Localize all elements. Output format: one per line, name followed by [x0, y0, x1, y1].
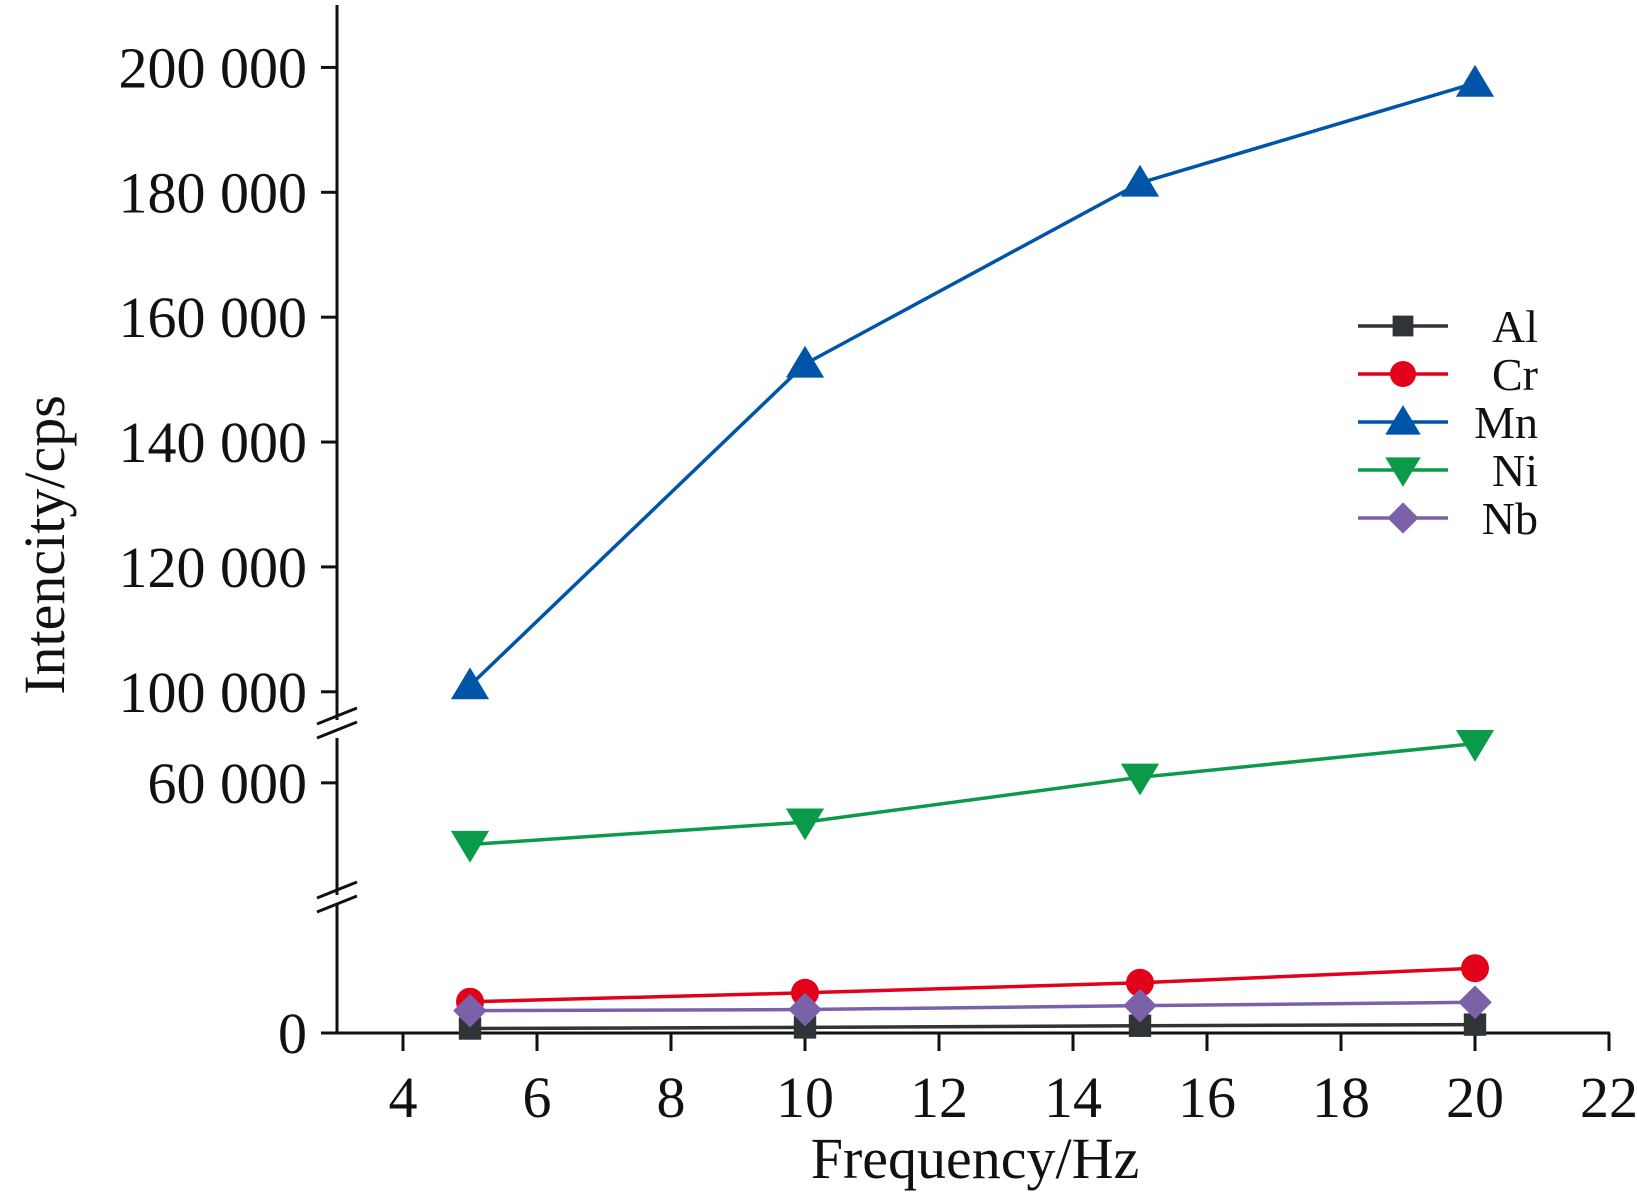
data-point-mn [450, 667, 490, 700]
x-tick-label: 6 [523, 1065, 552, 1130]
series-cr [456, 954, 1489, 1016]
data-point-nb [788, 992, 822, 1027]
series-line-nb [469, 1000, 1476, 1013]
legend-entry-al: Al [1358, 301, 1538, 352]
legend-label-al: Al [1492, 301, 1538, 352]
data-point-al [458, 1017, 482, 1040]
series-al [458, 1013, 1487, 1040]
series-line-al [469, 1022, 1476, 1031]
series-nb [453, 985, 1492, 1028]
x-tick-label: 16 [1178, 1065, 1236, 1130]
y-tick-label: 0 [278, 1001, 307, 1066]
x-tick-label: 22 [1580, 1065, 1637, 1130]
legend-marker-nb [1387, 502, 1419, 534]
data-point-al [1128, 1014, 1152, 1037]
axis-break-mark [316, 894, 358, 914]
data-point-mn [785, 345, 825, 378]
y-tick-label: 120 000 [119, 535, 308, 600]
x-tick-label: 14 [1044, 1065, 1102, 1130]
y-axis: 0 60 000 100 000 120 000 140 000 160 000 180 0… [119, 5, 358, 1066]
y-axis-title: Intencity/cps [12, 395, 77, 695]
series-line-mn [468, 81, 1476, 687]
x-tick-label: 10 [776, 1065, 834, 1130]
data-point-nb [1123, 988, 1157, 1023]
series-line-cr [469, 966, 1476, 1004]
x-tick-label: 12 [910, 1065, 968, 1130]
y-tick-label: 160 000 [119, 285, 308, 350]
y-tick-label: 100 000 [119, 660, 308, 725]
legend-entry-ni: Ni [1358, 445, 1538, 496]
axis-break-mark [316, 706, 358, 726]
legend-marker-ni [1385, 457, 1421, 487]
data-point-mn [1455, 64, 1495, 97]
x-tick-label: 8 [657, 1065, 686, 1130]
axis-break-mark [316, 720, 358, 740]
x-tick-label: 20 [1446, 1065, 1504, 1130]
data-point-al [1463, 1013, 1487, 1036]
data-point-nb [453, 993, 487, 1028]
data-point-al [793, 1016, 817, 1039]
data-point-nb [1458, 985, 1492, 1020]
legend-label-cr: Cr [1492, 349, 1538, 400]
x-tick-label: 4 [389, 1065, 418, 1130]
x-axis: 4 6 8 10 12 14 16 18 20 22 [337, 1031, 1637, 1130]
data-point-cr [1461, 954, 1489, 983]
legend-entry-cr: Cr [1358, 349, 1538, 400]
data-point-mn [1120, 164, 1160, 197]
x-tick-label: 18 [1312, 1065, 1370, 1130]
legend-label-mn: Mn [1474, 397, 1538, 448]
y-tick-label: 60 000 [148, 751, 308, 816]
legend-entry-nb: Nb [1358, 493, 1538, 544]
axis-break-mark [316, 880, 358, 900]
y-tick-label: 200 000 [119, 35, 308, 100]
legend-marker-cr [1390, 361, 1416, 387]
series-layer [450, 64, 1495, 1040]
x-axis-title: Frequency/Hz [811, 1126, 1140, 1191]
data-point-ni [450, 830, 490, 863]
legend-marker-mn [1385, 405, 1421, 435]
y-tick-label: 180 000 [119, 160, 308, 225]
data-point-ni [785, 808, 825, 841]
data-point-ni [1455, 729, 1495, 762]
legend-marker-al [1392, 315, 1414, 337]
series-line-ni [469, 741, 1476, 847]
legend-label-nb: Nb [1482, 493, 1538, 544]
series-mn [450, 64, 1495, 700]
legend-entry-mn: Mn [1358, 397, 1538, 448]
y-tick-label: 140 000 [119, 410, 308, 475]
data-point-cr [1126, 968, 1154, 997]
legend-label-ni: Ni [1492, 445, 1538, 496]
series-ni [450, 729, 1495, 863]
data-point-ni [1120, 763, 1160, 796]
